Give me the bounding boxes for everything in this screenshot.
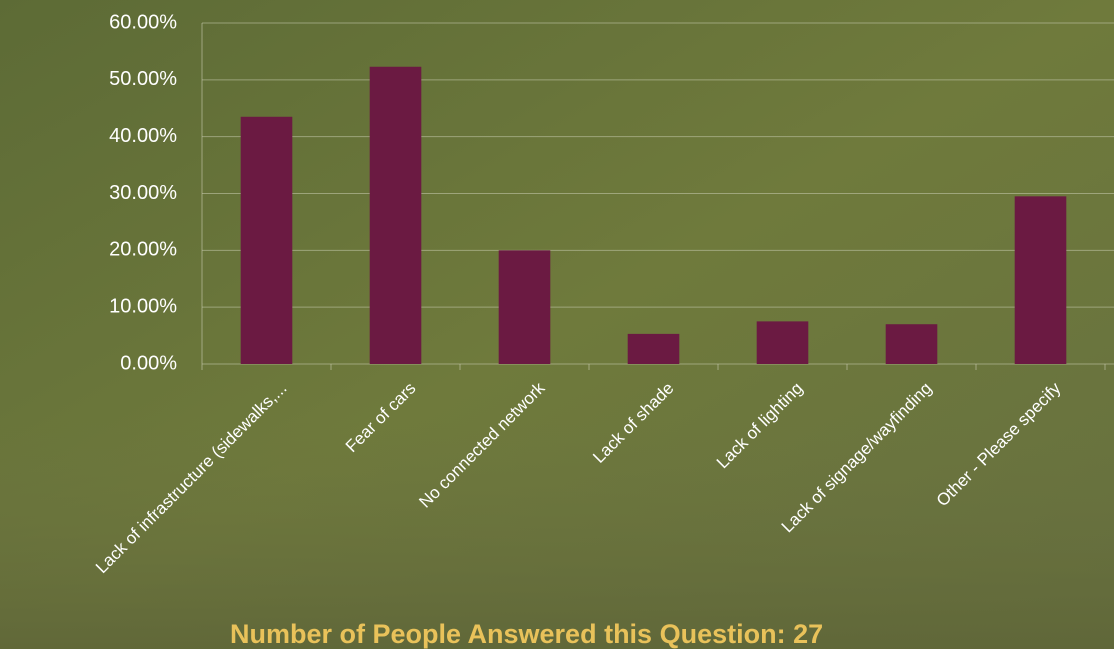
y-tick-label: 30.00% — [109, 182, 177, 204]
background-shade — [0, 420, 1114, 649]
bar — [885, 324, 938, 364]
bar — [369, 66, 422, 365]
bar — [498, 250, 551, 364]
annotation: Number of People Answered this Question:… — [230, 619, 823, 649]
y-tick-label: 20.00% — [109, 239, 177, 261]
y-tick-label: 60.00% — [109, 11, 177, 33]
bar — [1014, 196, 1067, 364]
bar — [756, 321, 809, 364]
y-tick-label: 10.00% — [109, 295, 177, 317]
y-tick-label: 0.00% — [120, 352, 177, 374]
y-tick-label: 40.00% — [109, 125, 177, 147]
y-tick-label: 50.00% — [109, 68, 177, 90]
bar — [627, 333, 680, 364]
bar — [240, 116, 293, 365]
